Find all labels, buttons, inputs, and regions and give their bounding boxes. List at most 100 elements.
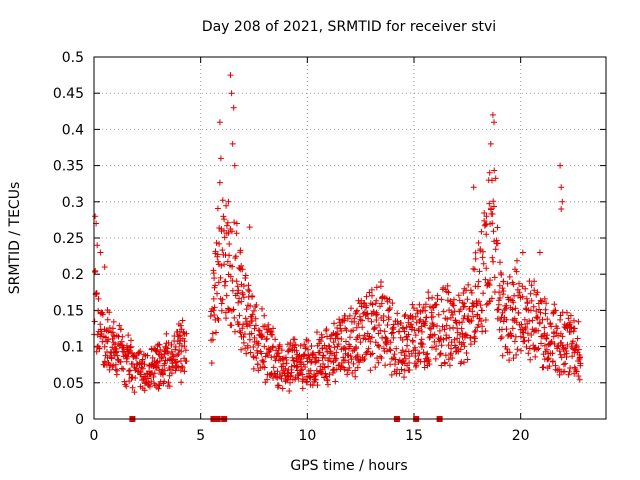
data-point	[519, 249, 526, 256]
data-point	[297, 342, 304, 349]
y-axis-label: SRMTID / TECUs	[7, 182, 23, 295]
data-point	[422, 307, 429, 314]
data-point	[259, 305, 265, 312]
data-point	[383, 341, 390, 348]
data-point	[519, 293, 526, 300]
data-point	[414, 307, 421, 314]
data-point	[468, 289, 475, 296]
data-point	[462, 331, 469, 338]
data-point	[543, 346, 550, 353]
data-point	[461, 343, 468, 350]
data-point	[371, 324, 378, 331]
data-point	[438, 362, 445, 369]
data-point	[487, 277, 493, 284]
y-tick-label: 0.45	[53, 86, 84, 102]
data-point	[247, 303, 254, 309]
data-point	[163, 330, 170, 337]
data-point	[155, 351, 162, 358]
data-point	[408, 350, 415, 357]
data-point	[455, 292, 462, 299]
data-point	[517, 333, 524, 340]
data-point	[521, 316, 528, 323]
data-point	[312, 359, 319, 366]
data-point	[223, 202, 230, 209]
data-point	[319, 334, 326, 341]
data-point	[527, 356, 534, 363]
x-tick-label: 5	[196, 428, 205, 444]
y-tick-label: 0.25	[53, 231, 84, 247]
data-point	[336, 316, 343, 323]
data-point	[299, 385, 306, 392]
data-point	[314, 329, 320, 336]
data-point	[556, 348, 563, 355]
data-point	[527, 290, 534, 297]
data-point	[382, 362, 389, 369]
data-point	[261, 312, 268, 319]
data-point	[528, 332, 535, 338]
data-point	[224, 219, 231, 226]
data-point	[264, 335, 271, 342]
data-point	[449, 355, 456, 361]
data-point	[451, 296, 457, 303]
data-point	[165, 350, 172, 357]
data-point	[569, 353, 576, 360]
data-point	[478, 318, 485, 324]
data-point	[288, 369, 295, 376]
data-point	[93, 348, 100, 355]
data-point	[536, 249, 543, 256]
data-point	[504, 280, 511, 287]
data-point	[506, 349, 513, 356]
data-point	[267, 371, 274, 378]
data-point	[425, 289, 432, 296]
data-point	[168, 341, 175, 348]
y-tick-label: 0.1	[62, 340, 84, 356]
data-point	[249, 293, 256, 300]
data-point	[127, 343, 134, 350]
data-point	[567, 365, 574, 371]
data-point	[356, 332, 363, 339]
data-point	[219, 197, 226, 204]
data-point	[401, 367, 408, 374]
data-point	[119, 333, 126, 340]
data-point	[468, 317, 475, 324]
data-point	[506, 357, 513, 364]
data-point	[459, 319, 466, 326]
data-point	[472, 327, 479, 334]
data-point	[394, 318, 401, 325]
data-point	[237, 247, 244, 254]
data-point	[246, 288, 253, 295]
data-point	[231, 314, 238, 321]
data-point	[544, 316, 551, 323]
data-point	[401, 374, 407, 381]
data-point	[227, 273, 234, 280]
data-point	[325, 342, 332, 349]
data-point	[402, 311, 409, 318]
data-point	[464, 356, 471, 363]
data-point	[259, 334, 266, 340]
data-point	[485, 280, 492, 287]
data-point	[479, 328, 486, 335]
data-point	[474, 324, 481, 331]
data-point	[324, 376, 331, 383]
data-point	[221, 261, 228, 268]
data-point	[377, 327, 384, 334]
data-point	[288, 363, 295, 370]
data-point	[373, 284, 380, 291]
data-point	[479, 254, 486, 261]
data-point	[133, 355, 139, 362]
data-point	[155, 362, 162, 369]
data-point	[283, 360, 290, 367]
data-point	[348, 356, 355, 363]
data-point	[338, 336, 345, 342]
data-point	[178, 348, 185, 355]
data-point	[228, 90, 235, 97]
data-point	[208, 360, 215, 366]
data-point	[450, 302, 457, 309]
data-point	[527, 307, 534, 314]
data-point	[565, 371, 572, 378]
data-point	[357, 339, 364, 346]
data-point	[525, 337, 532, 344]
data-point	[243, 306, 250, 313]
data-point	[348, 305, 354, 312]
data-point	[335, 341, 342, 348]
